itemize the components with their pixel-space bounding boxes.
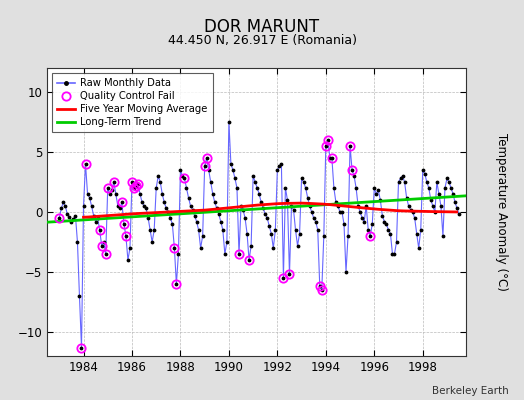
Text: DOR MARUNT: DOR MARUNT: [204, 18, 320, 36]
Text: 44.450 N, 26.917 E (Romania): 44.450 N, 26.917 E (Romania): [168, 34, 356, 47]
Text: Berkeley Earth: Berkeley Earth: [432, 386, 508, 396]
Text: Temperature Anomaly (°C): Temperature Anomaly (°C): [495, 133, 508, 291]
Legend: Raw Monthly Data, Quality Control Fail, Five Year Moving Average, Long-Term Tren: Raw Monthly Data, Quality Control Fail, …: [52, 73, 213, 132]
